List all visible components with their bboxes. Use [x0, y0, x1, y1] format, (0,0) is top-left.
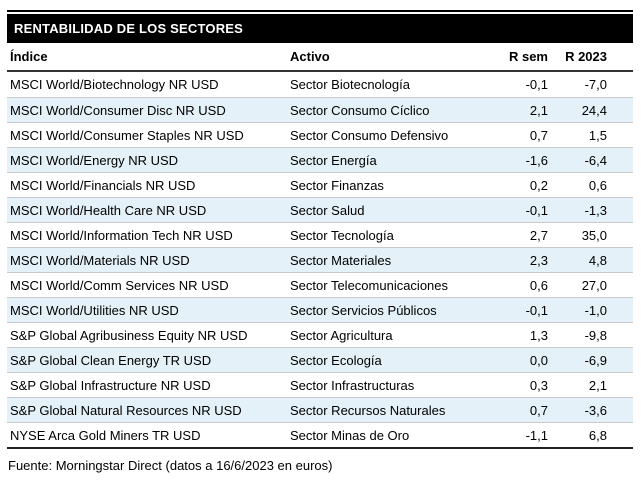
table-row: MSCI World/Health Care NR USD Sector Sal… [7, 197, 633, 222]
cell-r-2023: 1,5 [588, 127, 607, 143]
table-row: MSCI World/Biotechnology NR USD Sector B… [7, 72, 633, 97]
cell-r-sem: -1,1 [525, 427, 548, 443]
column-header-activo: Activo [290, 49, 330, 64]
table-row: S&P Global Clean Energy TR USD Sector Ec… [7, 347, 633, 372]
table-row: MSCI World/Utilities NR USD Sector Servi… [7, 297, 633, 322]
cell-r-sem: 0,6 [529, 277, 548, 293]
cell-r-sem: -0,1 [525, 77, 548, 92]
cell-r-2023: 0,6 [588, 177, 607, 193]
cell-r-2023: -7,0 [584, 77, 607, 92]
cell-activo: Sector Materiales [290, 252, 392, 268]
cell-indice: S&P Global Clean Energy TR USD [10, 352, 212, 368]
table-row: MSCI World/Financials NR USD Sector Fina… [7, 172, 633, 197]
column-header-row: Índice Activo R sem R 2023 [7, 43, 633, 72]
cell-r-2023: 4,8 [588, 252, 607, 268]
cell-r-sem: 0,3 [529, 377, 548, 393]
column-header-r-2023: R 2023 [565, 49, 607, 64]
cell-activo: Sector Consumo Defensivo [290, 127, 449, 143]
cell-indice: MSCI World/Energy NR USD [10, 152, 179, 168]
cell-r-sem: -0,1 [525, 202, 548, 218]
cell-r-sem: -0,1 [525, 302, 548, 318]
cell-activo: Sector Consumo Cíclico [290, 102, 430, 118]
table-row: MSCI World/Consumer Staples NR USD Secto… [7, 122, 633, 147]
cell-activo: Sector Telecomunicaciones [290, 277, 449, 293]
cell-activo: Sector Minas de Oro [290, 427, 410, 443]
top-rule [7, 10, 633, 12]
cell-r-sem: -1,6 [525, 152, 548, 168]
table-title: RENTABILIDAD DE LOS SECTORES [14, 21, 244, 36]
table-row: MSCI World/Information Tech NR USD Secto… [7, 222, 633, 247]
cell-r-2023: -6,9 [584, 352, 607, 368]
cell-r-sem: 0,7 [529, 402, 548, 418]
cell-r-sem: 2,3 [529, 252, 548, 268]
cell-activo: Sector Agricultura [290, 327, 393, 343]
table-body: MSCI World/Biotechnology NR USD Sector B… [7, 72, 633, 449]
cell-activo: Sector Ecología [290, 352, 382, 368]
cell-r-sem: 0,7 [529, 127, 548, 143]
table-row: MSCI World/Comm Services NR USD Sector T… [7, 272, 633, 297]
column-header-indice: Índice [10, 49, 48, 64]
column-header-r-sem: R sem [508, 49, 548, 64]
cell-indice: MSCI World/Consumer Disc NR USD [10, 102, 226, 118]
cell-r-2023: 2,1 [588, 377, 607, 393]
table-row: S&P Global Agribusiness Equity NR USD Se… [7, 322, 633, 347]
cell-activo: Sector Energía [290, 152, 377, 168]
cell-indice: NYSE Arca Gold Miners TR USD [10, 427, 201, 443]
source-note: Fuente: Morningstar Direct (datos a 16/6… [8, 458, 333, 473]
cell-indice: MSCI World/Materials NR USD [10, 252, 190, 268]
cell-indice: S&P Global Infrastructure NR USD [10, 377, 211, 393]
cell-indice: MSCI World/Biotechnology NR USD [10, 77, 219, 92]
cell-indice: MSCI World/Comm Services NR USD [10, 277, 229, 293]
cell-activo: Sector Finanzas [290, 177, 384, 193]
table-row: S&P Global Infrastructure NR USD Sector … [7, 372, 633, 397]
cell-r-2023: -6,4 [584, 152, 607, 168]
cell-r-2023: -3,6 [584, 402, 607, 418]
cell-r-2023: -1,0 [584, 302, 607, 318]
sectors-returns-table: RENTABILIDAD DE LOS SECTORES Índice Acti… [7, 10, 633, 473]
cell-r-2023: 24,4 [581, 102, 607, 118]
cell-r-2023: -1,3 [584, 202, 607, 218]
cell-activo: Sector Salud [290, 202, 365, 218]
cell-r-2023: 35,0 [581, 227, 607, 243]
cell-r-sem: 1,3 [529, 327, 548, 343]
cell-indice: MSCI World/Utilities NR USD [10, 302, 179, 318]
cell-indice: MSCI World/Information Tech NR USD [10, 227, 233, 243]
cell-indice: S&P Global Natural Resources NR USD [10, 402, 242, 418]
cell-indice: MSCI World/Financials NR USD [10, 177, 196, 193]
table-title-bar: RENTABILIDAD DE LOS SECTORES [7, 14, 633, 43]
cell-r-2023: 6,8 [588, 427, 607, 443]
cell-r-2023: -9,8 [584, 327, 607, 343]
table-row: S&P Global Natural Resources NR USD Sect… [7, 397, 633, 422]
cell-indice: S&P Global Agribusiness Equity NR USD [10, 327, 248, 343]
table-row: NYSE Arca Gold Miners TR USD Sector Mina… [7, 422, 633, 447]
cell-indice: MSCI World/Health Care NR USD [10, 202, 207, 218]
cell-activo: Sector Biotecnología [290, 77, 410, 92]
cell-activo: Sector Infrastructuras [290, 377, 415, 393]
cell-activo: Sector Recursos Naturales [290, 402, 446, 418]
cell-r-2023: 27,0 [581, 277, 607, 293]
cell-activo: Sector Tecnología [290, 227, 394, 243]
cell-activo: Sector Servicios Públicos [290, 302, 437, 318]
cell-r-sem: 0,2 [529, 177, 548, 193]
table-row: MSCI World/Consumer Disc NR USD Sector C… [7, 97, 633, 122]
table-row: MSCI World/Materials NR USD Sector Mater… [7, 247, 633, 272]
cell-r-sem: 2,1 [529, 102, 548, 118]
cell-indice: MSCI World/Consumer Staples NR USD [10, 127, 244, 143]
cell-r-sem: 0,0 [529, 352, 548, 368]
cell-r-sem: 2,7 [529, 227, 548, 243]
table-row: MSCI World/Energy NR USD Sector Energía … [7, 147, 633, 172]
